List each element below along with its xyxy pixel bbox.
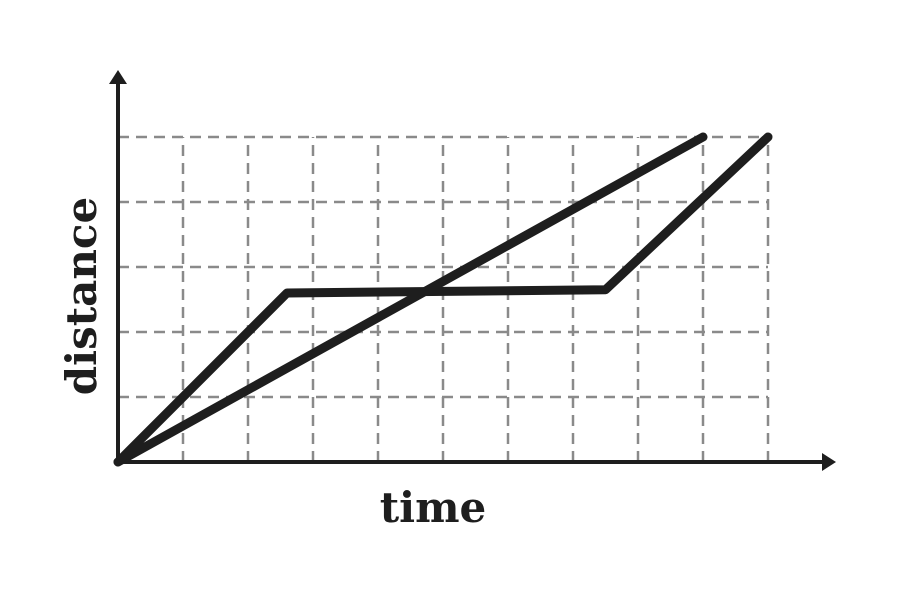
x-axis-label: time (380, 483, 487, 532)
series-line-2 (113, 132, 773, 467)
y-axis-label: distance (57, 197, 106, 395)
series-line-1 (113, 132, 708, 467)
axes (109, 70, 836, 471)
grid (118, 135, 770, 462)
x-axis-arrow-icon (822, 453, 836, 471)
y-axis-arrow-icon (109, 70, 127, 84)
series-group (113, 132, 773, 467)
